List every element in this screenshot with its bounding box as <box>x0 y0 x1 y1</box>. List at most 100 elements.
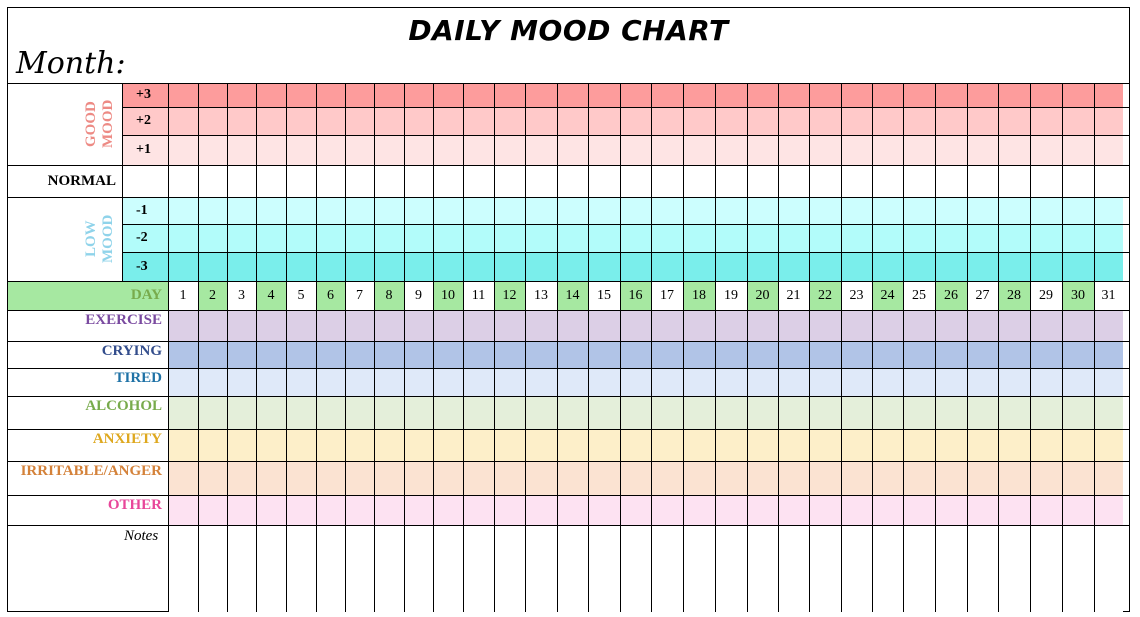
tracker-cell[interactable] <box>286 495 316 525</box>
notes-cell[interactable] <box>316 525 345 612</box>
mood-cell[interactable] <box>433 224 463 252</box>
tracker-cell[interactable] <box>588 429 620 461</box>
tracker-cell[interactable] <box>256 310 286 341</box>
tracker-cell[interactable] <box>967 368 998 396</box>
mood-cell[interactable] <box>525 107 557 135</box>
tracker-cell[interactable] <box>683 495 715 525</box>
tracker-cell[interactable] <box>557 495 588 525</box>
tracker-cell[interactable] <box>588 495 620 525</box>
notes-cell[interactable] <box>227 525 256 612</box>
mood-cell[interactable] <box>1030 224 1062 252</box>
mood-cell[interactable] <box>588 83 620 107</box>
tracker-cell[interactable] <box>374 461 404 495</box>
tracker-cell[interactable] <box>620 368 651 396</box>
mood-cell[interactable] <box>1062 197 1094 224</box>
tracker-cell[interactable] <box>998 429 1030 461</box>
mood-cell[interactable] <box>1062 107 1094 135</box>
mood-cell[interactable] <box>809 252 841 281</box>
tracker-cell[interactable] <box>168 429 198 461</box>
mood-cell[interactable] <box>494 252 525 281</box>
mood-cell[interactable] <box>588 197 620 224</box>
mood-cell[interactable] <box>651 135 683 165</box>
tracker-cell[interactable] <box>651 368 683 396</box>
tracker-cell[interactable] <box>1030 341 1062 368</box>
tracker-cell[interactable] <box>1062 368 1094 396</box>
mood-cell[interactable] <box>588 135 620 165</box>
mood-cell[interactable] <box>463 197 494 224</box>
tracker-cell[interactable] <box>715 368 747 396</box>
notes-cell[interactable] <box>404 525 433 612</box>
mood-cell[interactable] <box>227 135 256 165</box>
tracker-cell[interactable] <box>345 461 374 495</box>
mood-cell[interactable] <box>404 252 433 281</box>
mood-cell[interactable] <box>286 252 316 281</box>
tracker-cell[interactable] <box>841 429 872 461</box>
mood-cell[interactable] <box>967 252 998 281</box>
tracker-cell[interactable] <box>1062 429 1094 461</box>
tracker-cell[interactable] <box>841 396 872 429</box>
tracker-cell[interactable] <box>998 341 1030 368</box>
mood-cell[interactable] <box>494 83 525 107</box>
mood-cell[interactable] <box>525 165 557 197</box>
mood-cell[interactable] <box>345 135 374 165</box>
mood-cell[interactable] <box>967 83 998 107</box>
tracker-cell[interactable] <box>651 341 683 368</box>
tracker-cell[interactable] <box>778 396 809 429</box>
tracker-cell[interactable] <box>198 341 227 368</box>
mood-cell[interactable] <box>651 83 683 107</box>
notes-cell[interactable] <box>256 525 286 612</box>
mood-cell[interactable] <box>841 83 872 107</box>
mood-cell[interactable] <box>256 83 286 107</box>
tracker-cell[interactable] <box>1030 461 1062 495</box>
mood-cell[interactable] <box>557 197 588 224</box>
mood-cell[interactable] <box>1094 197 1123 224</box>
notes-cell[interactable] <box>198 525 227 612</box>
tracker-cell[interactable] <box>316 310 345 341</box>
mood-cell[interactable] <box>557 165 588 197</box>
tracker-cell[interactable] <box>778 461 809 495</box>
mood-cell[interactable] <box>374 252 404 281</box>
mood-cell[interactable] <box>935 252 967 281</box>
tracker-cell[interactable] <box>935 396 967 429</box>
mood-cell[interactable] <box>557 252 588 281</box>
tracker-cell[interactable] <box>345 310 374 341</box>
mood-cell[interactable] <box>1094 107 1123 135</box>
mood-cell[interactable] <box>345 252 374 281</box>
mood-cell[interactable] <box>374 135 404 165</box>
tracker-cell[interactable] <box>168 495 198 525</box>
tracker-cell[interactable] <box>433 495 463 525</box>
mood-cell[interactable] <box>433 83 463 107</box>
tracker-cell[interactable] <box>588 461 620 495</box>
mood-cell[interactable] <box>374 197 404 224</box>
notes-cell[interactable] <box>998 525 1030 612</box>
mood-cell[interactable] <box>1030 107 1062 135</box>
tracker-cell[interactable] <box>316 461 345 495</box>
tracker-cell[interactable] <box>433 396 463 429</box>
mood-cell[interactable] <box>651 224 683 252</box>
tracker-cell[interactable] <box>286 368 316 396</box>
tracker-cell[interactable] <box>198 429 227 461</box>
tracker-cell[interactable] <box>778 310 809 341</box>
mood-cell[interactable] <box>872 107 903 135</box>
mood-cell[interactable] <box>747 165 778 197</box>
tracker-cell[interactable] <box>588 341 620 368</box>
mood-cell[interactable] <box>256 252 286 281</box>
tracker-cell[interactable] <box>374 429 404 461</box>
tracker-cell[interactable] <box>256 368 286 396</box>
mood-cell[interactable] <box>872 165 903 197</box>
tracker-cell[interactable] <box>1062 495 1094 525</box>
mood-cell[interactable] <box>747 83 778 107</box>
mood-cell[interactable] <box>841 224 872 252</box>
mood-cell[interactable] <box>557 83 588 107</box>
tracker-cell[interactable] <box>903 461 935 495</box>
tracker-cell[interactable] <box>256 429 286 461</box>
tracker-cell[interactable] <box>935 341 967 368</box>
mood-cell[interactable] <box>404 165 433 197</box>
tracker-cell[interactable] <box>841 461 872 495</box>
mood-cell[interactable] <box>1094 165 1123 197</box>
mood-cell[interactable] <box>967 224 998 252</box>
mood-cell[interactable] <box>525 252 557 281</box>
tracker-cell[interactable] <box>967 495 998 525</box>
tracker-cell[interactable] <box>557 341 588 368</box>
tracker-cell[interactable] <box>227 341 256 368</box>
